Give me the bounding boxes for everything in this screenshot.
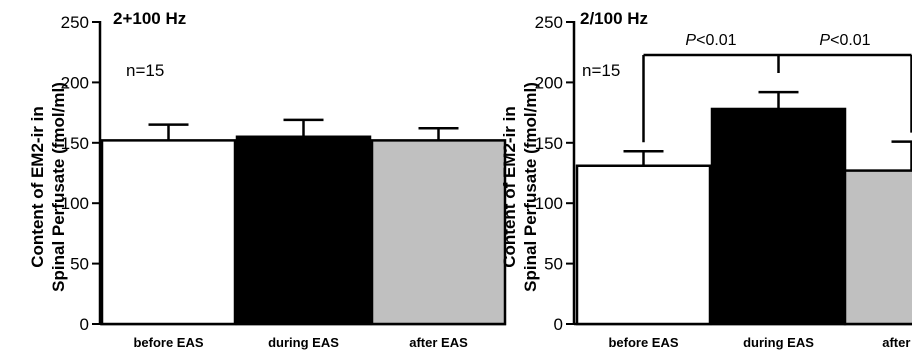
bar — [100, 139, 237, 326]
category-label: before EAS — [608, 335, 678, 350]
p-value-label: P<0.01 — [819, 32, 870, 49]
y-axis-label: Content of EM2-ir in Spinal Perfusate (fm… — [500, 82, 540, 292]
bar — [843, 169, 912, 326]
category-label: after EAS — [409, 335, 468, 350]
y-tick-label: 50 — [70, 255, 89, 274]
bar — [370, 139, 507, 326]
category-label: before EAS — [133, 335, 203, 350]
bar — [575, 164, 712, 326]
y-tick-label: 200 — [535, 73, 563, 92]
y-axis-label-line2: Spinal Perfusate (fmol/ml) — [521, 82, 540, 292]
y-axis-label-line1: Content of EM2-ir in — [28, 106, 47, 267]
y-tick-label: 150 — [535, 134, 563, 153]
p-value-threshold: <0.01 — [830, 32, 871, 49]
y-tick-label: 100 — [61, 194, 89, 213]
sample-size-annotation: n=15 — [582, 61, 620, 80]
y-tick-label: 250 — [535, 13, 563, 32]
y-tick-label: 150 — [61, 134, 89, 153]
sample-size-annotation: n=15 — [126, 61, 164, 80]
p-value-threshold: <0.01 — [696, 32, 737, 49]
chart-panel-1: 0 50 100 150 200 250 before EAS during EAS after… — [28, 9, 507, 350]
y-tick-label: 50 — [544, 255, 563, 274]
y-tick-label: 100 — [535, 194, 563, 213]
chart-panel-2: 0 50 100 150 200 250 before EAS during EAS after… — [500, 9, 912, 350]
y-axis-label-line2: Spinal Perfusate (fmol/ml) — [49, 82, 68, 292]
bar — [235, 135, 372, 326]
y-tick-label: 0 — [80, 315, 89, 334]
y-axis-label: Content of EM2-ir in Spinal Perfusate (fm… — [28, 82, 68, 292]
p-value-symbol: P — [685, 32, 696, 49]
y-tick-label: 200 — [61, 73, 89, 92]
chart-title: 2/100 Hz — [580, 9, 648, 28]
chart-title: 2+100 Hz — [113, 9, 186, 28]
y-tick-label: 0 — [554, 315, 563, 334]
category-label: after EAS — [882, 335, 912, 350]
y-tick-label: 250 — [61, 13, 89, 32]
bar — [710, 107, 847, 326]
category-label: during EAS — [268, 335, 339, 350]
p-value-label: P<0.01 — [685, 32, 736, 49]
p-value-symbol: P — [819, 32, 830, 49]
y-axis-label-line1: Content of EM2-ir in — [500, 106, 519, 267]
category-label: during EAS — [743, 335, 814, 350]
